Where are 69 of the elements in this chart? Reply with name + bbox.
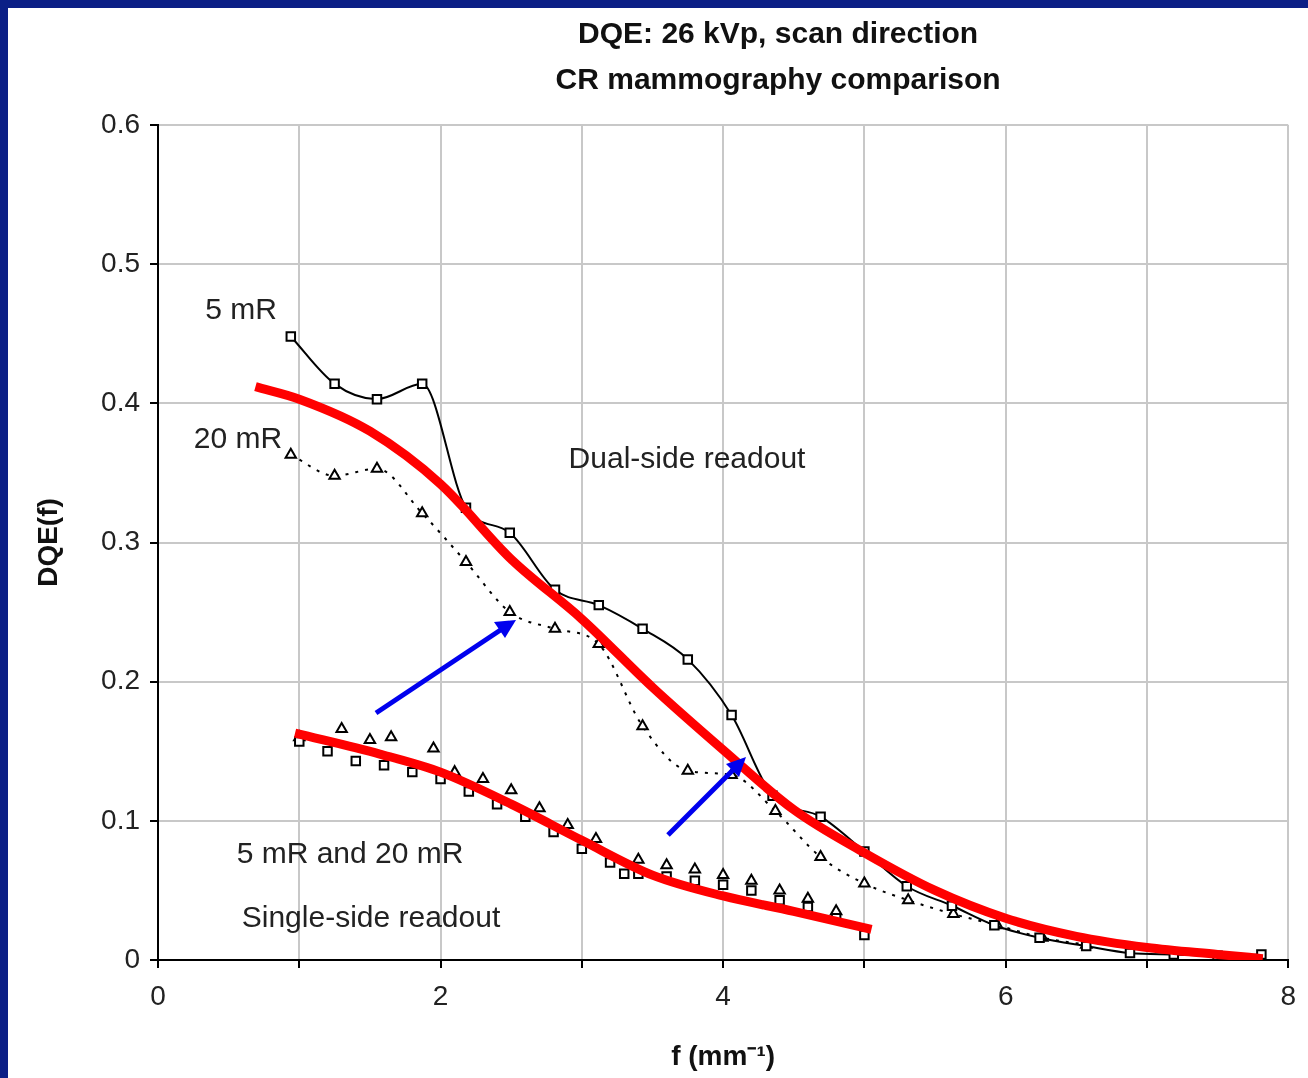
y-tick-label: 0.4 bbox=[101, 386, 140, 418]
point bbox=[384, 730, 398, 742]
point bbox=[632, 852, 645, 864]
x-tick-label: 2 bbox=[432, 979, 449, 1011]
point bbox=[769, 804, 782, 816]
point bbox=[350, 755, 362, 767]
point bbox=[815, 811, 826, 822]
point bbox=[284, 447, 297, 459]
point bbox=[370, 461, 384, 473]
point bbox=[660, 858, 673, 870]
annotation: 20 mR bbox=[193, 421, 283, 455]
point bbox=[322, 746, 333, 757]
point bbox=[427, 741, 440, 753]
point bbox=[681, 763, 694, 775]
point bbox=[371, 393, 383, 405]
annotation: 5 mR bbox=[205, 292, 277, 326]
point bbox=[589, 831, 603, 843]
point bbox=[505, 783, 518, 795]
point bbox=[618, 868, 630, 879]
chart-title: DQE: 26 kVp, scan direction bbox=[578, 16, 979, 50]
point bbox=[636, 719, 649, 731]
point bbox=[459, 554, 473, 566]
point bbox=[716, 868, 730, 880]
point bbox=[774, 894, 785, 906]
x-tick-label: 8 bbox=[1280, 979, 1296, 1011]
y-tick-label: 0.3 bbox=[101, 525, 140, 557]
point bbox=[901, 893, 915, 905]
point bbox=[416, 378, 428, 390]
point bbox=[593, 599, 605, 611]
point bbox=[533, 801, 546, 813]
annotation: Dual-side readout bbox=[568, 441, 807, 475]
point bbox=[637, 623, 648, 635]
point bbox=[989, 919, 1000, 931]
point bbox=[801, 891, 815, 903]
point bbox=[746, 885, 757, 896]
point bbox=[415, 506, 429, 518]
point bbox=[285, 331, 297, 342]
annotation: Single-side readout bbox=[241, 900, 501, 934]
point bbox=[726, 709, 737, 721]
point bbox=[814, 850, 827, 862]
point bbox=[1034, 932, 1045, 943]
y-tick-label: 0.6 bbox=[101, 107, 140, 139]
x-axis-title: f (mm⁻¹) bbox=[671, 1039, 776, 1071]
y-tick-label: 0.2 bbox=[101, 664, 140, 696]
point bbox=[378, 759, 390, 771]
point bbox=[682, 654, 694, 665]
y-tick-label: 0.5 bbox=[101, 246, 140, 278]
point bbox=[773, 883, 786, 895]
point bbox=[717, 879, 729, 891]
y-tick-label: 0.1 bbox=[101, 803, 140, 835]
x-tick-label: 6 bbox=[997, 979, 1014, 1011]
point bbox=[407, 766, 418, 778]
point bbox=[476, 772, 490, 784]
x-tick-label: 0 bbox=[150, 979, 166, 1011]
point bbox=[328, 468, 341, 480]
y-tick-label: 0 bbox=[124, 942, 140, 974]
point bbox=[548, 621, 562, 633]
point bbox=[858, 876, 871, 888]
x-tick-label: 4 bbox=[715, 979, 731, 1011]
point bbox=[329, 378, 340, 390]
point bbox=[363, 733, 377, 745]
point bbox=[335, 721, 348, 733]
point bbox=[504, 527, 516, 538]
point bbox=[503, 605, 516, 617]
annotation: 5 mR and 20 mR bbox=[236, 836, 464, 870]
point bbox=[688, 862, 702, 874]
point bbox=[745, 873, 758, 885]
chart-subtitle: CR mammography comparison bbox=[555, 62, 1001, 96]
y-axis-title: DQE(f) bbox=[31, 498, 63, 587]
